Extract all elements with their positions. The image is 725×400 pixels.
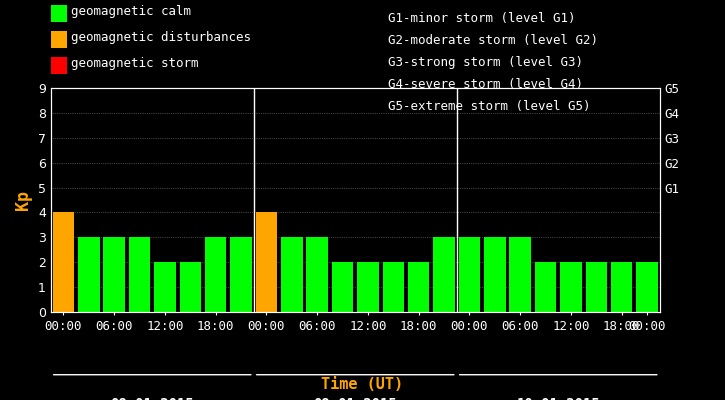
Text: 08.01.2015: 08.01.2015 [110,397,194,400]
Bar [129,237,150,312]
Text: 10.01.2015: 10.01.2015 [516,397,600,400]
Bar [586,262,607,312]
Text: geomagnetic calm: geomagnetic calm [71,6,191,18]
Text: G3-strong storm (level G3): G3-strong storm (level G3) [388,56,583,69]
Y-axis label: Kp: Kp [14,190,33,210]
Bar [307,237,328,312]
Text: G5-extreme storm (level G5): G5-extreme storm (level G5) [388,100,590,113]
Bar [434,237,455,312]
Bar [53,212,74,312]
Text: G2-moderate storm (level G2): G2-moderate storm (level G2) [388,34,598,47]
Bar [560,262,581,312]
Bar [611,262,632,312]
Bar [104,237,125,312]
Text: geomagnetic storm: geomagnetic storm [71,58,199,70]
Bar [357,262,378,312]
Bar [459,237,480,312]
Bar [332,262,353,312]
Bar [484,237,505,312]
Bar [205,237,226,312]
Bar [256,212,277,312]
Bar [535,262,556,312]
Bar [510,237,531,312]
Text: G1-minor storm (level G1): G1-minor storm (level G1) [388,12,576,25]
Bar [408,262,429,312]
Bar [637,262,658,312]
Bar [78,237,99,312]
Text: geomagnetic disturbances: geomagnetic disturbances [71,32,251,44]
Bar [383,262,404,312]
Bar [281,237,302,312]
Bar [154,262,175,312]
Text: 09.01.2015: 09.01.2015 [313,397,397,400]
Text: Time (UT): Time (UT) [321,377,404,392]
Text: G4-severe storm (level G4): G4-severe storm (level G4) [388,78,583,91]
Bar [231,237,252,312]
Bar [180,262,201,312]
